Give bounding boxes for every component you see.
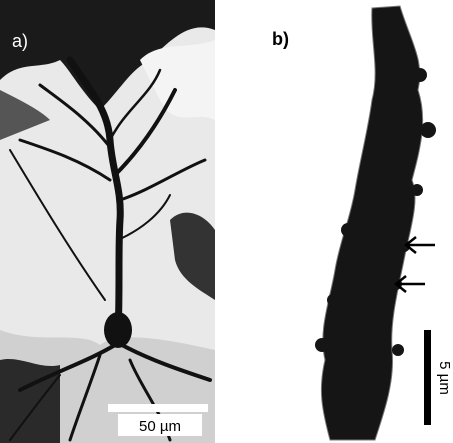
panel-a-image — [0, 0, 215, 443]
scale-label: 50 µm — [139, 418, 181, 435]
panel-label: a) — [12, 31, 28, 51]
panel-label: b) — [272, 29, 289, 49]
scale-bar — [424, 330, 431, 425]
figure: a) 50 µm b) 5 µm — [0, 0, 453, 443]
page: {"panels": [{"label": "a)", "scale_bar":… — [0, 0, 453, 443]
scale-bar — [108, 404, 208, 412]
dendrite — [321, 6, 422, 440]
scale-label: 5 µm — [436, 361, 453, 395]
